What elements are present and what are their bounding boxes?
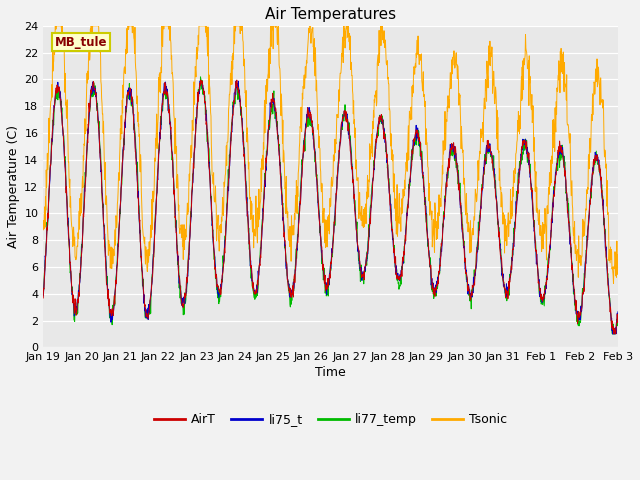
AirT (607, 310, 614, 315)
li77_temp (40, 290, 47, 296)
AirT (614, 312, 622, 317)
Tsonic (305, 30, 313, 36)
AirT (129, 107, 137, 113)
AirT (467, 297, 474, 303)
li75_t (607, 313, 614, 319)
li75_t (196, 78, 204, 84)
Line: li75_t: li75_t (44, 81, 618, 334)
Tsonic (316, 146, 324, 152)
li77_temp (467, 291, 474, 297)
li77_temp (129, 109, 137, 115)
AirT (610, 331, 618, 337)
li75_t (551, 181, 559, 187)
Tsonic (51, 23, 59, 29)
Tsonic (551, 148, 559, 154)
AirT (305, 114, 313, 120)
li75_t (305, 105, 313, 110)
Tsonic (467, 217, 474, 223)
li75_t (40, 293, 47, 299)
AirT (197, 77, 205, 83)
li77_temp (305, 114, 313, 120)
Tsonic (130, 27, 138, 33)
Line: Tsonic: Tsonic (44, 26, 618, 284)
AirT (316, 223, 324, 229)
AirT (551, 179, 559, 185)
li75_t (129, 110, 137, 116)
li77_temp (316, 230, 324, 236)
li77_temp (551, 186, 559, 192)
Tsonic (40, 227, 47, 233)
li77_temp (196, 74, 204, 80)
li77_temp (607, 312, 614, 317)
Tsonic (614, 252, 622, 257)
AirT (40, 295, 47, 301)
Y-axis label: Air Temperature (C): Air Temperature (C) (7, 125, 20, 248)
X-axis label: Time: Time (316, 366, 346, 379)
li75_t (467, 292, 474, 298)
Title: Air Temperatures: Air Temperatures (265, 7, 396, 22)
li77_temp (609, 331, 616, 337)
Tsonic (610, 281, 618, 287)
Line: AirT: AirT (44, 80, 618, 334)
li75_t (609, 331, 616, 337)
Legend: AirT, li75_t, li77_temp, Tsonic: AirT, li75_t, li77_temp, Tsonic (148, 408, 513, 431)
Text: MB_tule: MB_tule (54, 36, 108, 48)
Tsonic (607, 257, 614, 263)
Line: li77_temp: li77_temp (44, 77, 618, 334)
li77_temp (614, 318, 622, 324)
li75_t (614, 309, 622, 314)
li75_t (316, 228, 324, 233)
